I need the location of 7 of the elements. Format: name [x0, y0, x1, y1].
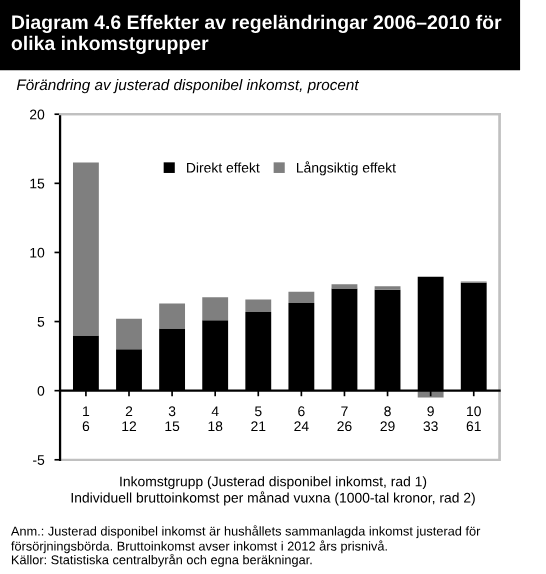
bar [116, 318, 142, 350]
chart-title: Diagram 4.6 Effekter av regeländringar 2006–2010 för olika inkomstgrupper [11, 14, 502, 55]
bar [202, 297, 229, 321]
bar [159, 303, 186, 329]
bar [72, 162, 99, 336]
bar [245, 299, 272, 312]
bar [288, 291, 315, 303]
